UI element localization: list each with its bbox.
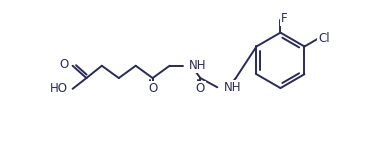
Text: HO: HO <box>50 82 68 95</box>
Text: F: F <box>281 12 288 25</box>
Text: NH: NH <box>189 59 206 72</box>
Text: O: O <box>59 58 69 71</box>
Text: O: O <box>196 82 205 94</box>
Text: Cl: Cl <box>318 32 330 45</box>
Text: O: O <box>148 82 157 94</box>
Text: NH: NH <box>224 81 242 94</box>
